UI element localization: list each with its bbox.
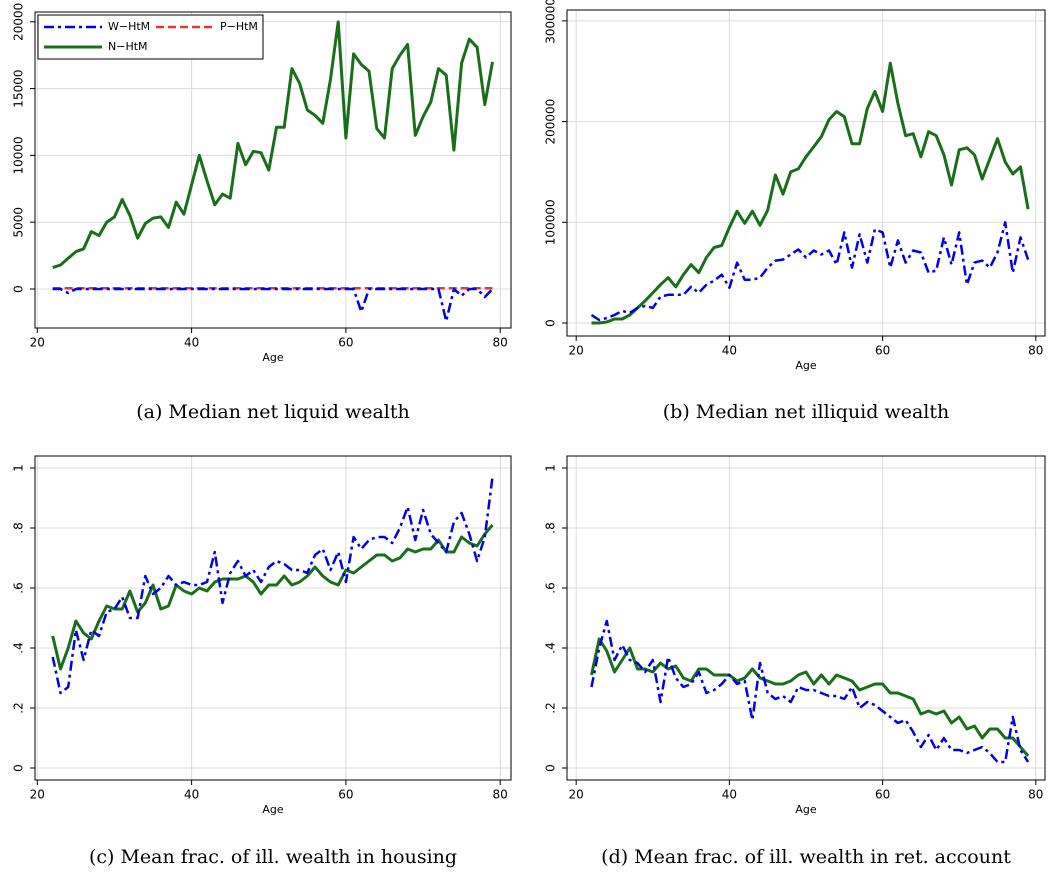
plot-frame [34,455,512,781]
y-tick-label: 15000 [12,70,26,108]
series-line [591,61,1030,325]
x-tick-label: 20 [569,788,584,802]
x-tick-label: 60 [338,336,353,350]
y-tick-label: 0 [544,319,558,327]
y-tick-label: 1 [544,464,558,472]
y-tick-label: .4 [12,642,26,653]
legend-box [37,14,264,60]
legend-label: P−HtM [220,20,258,33]
x-tick-label: 80 [1028,344,1043,358]
y-tick-label: 0 [12,764,26,772]
plot-frame [34,11,512,329]
y-tick-label: .2 [544,702,558,713]
y-tick-label: 1 [12,464,26,472]
x-tick-label: 60 [338,788,353,802]
series-line [51,476,494,695]
legend-label: W−HtM [108,20,150,33]
x-tick-label: 40 [722,788,737,802]
x-tick-label: 60 [875,788,890,802]
series-line [51,524,494,671]
caption: (d) Mean frac. of ill. wealth in ret. ac… [601,846,1011,868]
y-tick-label: .8 [12,522,26,533]
series-line [52,287,494,323]
x-axis-label: Age [795,359,817,372]
x-tick-label: 20 [30,788,45,802]
x-tick-label: 40 [722,344,737,358]
x-axis-label: Age [262,803,284,816]
legend-label: N−HtM [108,40,148,53]
series-line [52,20,494,270]
x-tick-label: 20 [569,344,584,358]
y-tick-label: 100000 [544,199,558,245]
x-tick-label: 80 [493,336,508,350]
y-tick-label: 10000 [12,136,26,174]
x-axis-label: Age [795,803,817,816]
x-tick-label: 20 [30,336,45,350]
caption: (a) Median net liquid wealth [136,401,410,423]
y-tick-label: 0 [544,764,558,772]
y-tick-label: .4 [544,642,558,653]
plot-frame [566,9,1046,337]
series-line [590,637,1030,757]
plot-frame [566,455,1046,781]
x-axis-label: Age [262,351,284,364]
x-tick-label: 40 [184,788,199,802]
caption: (b) Median net illiquid wealth [663,401,950,423]
y-tick-label: 20000 [12,3,26,41]
y-tick-label: .2 [12,702,26,713]
y-tick-label: 200000 [544,99,558,145]
x-tick-label: 80 [1028,788,1043,802]
y-tick-label: 300000 [544,0,558,44]
series-line [590,619,1030,764]
y-tick-label: 0 [12,285,26,293]
y-tick-label: 5000 [12,207,26,238]
y-tick-label: .6 [12,582,26,593]
x-tick-label: 60 [875,344,890,358]
y-tick-label: .8 [544,522,558,533]
x-tick-label: 40 [184,336,199,350]
caption: (c) Mean frac. of ill. wealth in housing [89,846,457,868]
y-tick-label: .6 [544,582,558,593]
x-tick-label: 80 [493,788,508,802]
series-line [590,221,1030,322]
